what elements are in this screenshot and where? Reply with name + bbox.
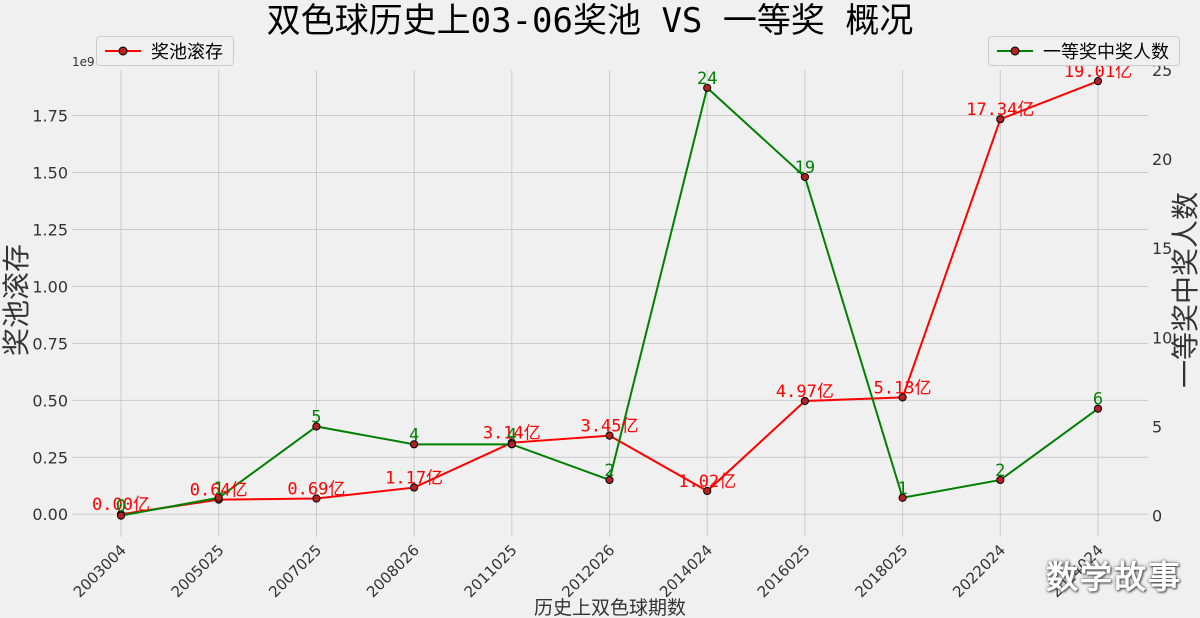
series-0-data-label: 19.01亿 [1064, 62, 1132, 82]
left-tick-label: 1.25 [32, 220, 68, 239]
x-tick-label: 2005025 [168, 541, 228, 601]
axes: 2003004 2005025 2007025 2008026 2011025 20120… [32, 61, 1172, 601]
chart-title: 双色球历史上03-06奖池 VS 一等奖 概况 [267, 1, 914, 41]
series-1-data-label: 24 [697, 69, 717, 89]
series [116, 77, 1103, 520]
x-tick-label: 2008026 [363, 541, 423, 601]
grid [72, 70, 1148, 537]
series-0-data-label: 3.14亿 [483, 424, 541, 444]
series-1-data-label: 19 [795, 158, 815, 178]
series-1-data-label: 2 [604, 461, 614, 481]
series-1-point [410, 440, 419, 449]
series-0-data-label: 0.64亿 [190, 481, 248, 501]
series-1-point [703, 83, 712, 92]
x-tick-label: 2003004 [70, 541, 130, 601]
x-axis-label: 历史上双色球期数 [534, 597, 686, 618]
left-tick-label: 0.50 [32, 391, 68, 410]
series-0-data-label: 5.13亿 [874, 378, 932, 398]
right-tick-label: 20 [1152, 150, 1172, 169]
left-axis-label: 奖池滚存 [0, 244, 33, 356]
left-tick-label: 0.00 [32, 505, 68, 524]
series-0-point [898, 393, 907, 402]
series-0-point [1093, 77, 1103, 86]
right-axis-label: 一等奖中奖人数 [1169, 192, 1200, 388]
series-0-point [800, 396, 810, 406]
legend-green-line-marker-icon [997, 46, 1033, 56]
legend-red-line-marker-icon [105, 46, 141, 56]
x-tick-label: 2016025 [754, 541, 814, 601]
series-0-data-label: 1.02亿 [678, 472, 736, 492]
left-tick-label: 1.50 [32, 164, 68, 183]
x-tick-label: 2022024 [949, 541, 1009, 601]
series-0-point [996, 115, 1005, 124]
x-tick-label: 2018025 [851, 541, 911, 601]
series-1-data-label: 0 [116, 497, 126, 517]
x-tick-label: 2012026 [558, 541, 618, 601]
series-0-point [410, 483, 419, 492]
legend-right: 一等奖中奖人数 [988, 36, 1180, 66]
series-1-point [898, 493, 907, 502]
series-1-point [312, 422, 321, 431]
legend-left: 奖池滚存 [96, 36, 234, 66]
series-0-point [703, 486, 712, 496]
left-axis-scale-note: 1e9 [72, 55, 95, 69]
series-1-data-label: 1 [214, 479, 224, 499]
x-tick-label: 2011025 [461, 541, 521, 601]
series-1-data-label: 5 [311, 407, 321, 427]
series-1-point [800, 172, 810, 182]
series-1-data-label: 1 [897, 479, 907, 499]
series-0-point [605, 431, 614, 440]
series-1-data-label: 4 [409, 425, 419, 445]
left-tick-label: 1.00 [32, 277, 68, 296]
right-tick-label: 5 [1152, 417, 1162, 436]
x-tick-label: 2014024 [656, 541, 716, 601]
x-tick-label: 2007025 [265, 541, 325, 601]
series-0-point [312, 494, 321, 503]
series-1-data-label: 6 [1093, 390, 1103, 410]
series-1-point [996, 475, 1005, 485]
series-0-data-label: 0.69亿 [287, 480, 345, 500]
series-0-data-label: 3.45亿 [581, 417, 639, 437]
series-0-data-label: 17.34亿 [966, 100, 1034, 120]
series-1-point [605, 475, 614, 485]
series-1-point [116, 511, 126, 520]
series-1-point [1093, 404, 1103, 413]
left-tick-label: 1.75 [32, 107, 68, 126]
left-tick-label: 0.75 [32, 334, 68, 353]
series-0-data-label: 4.97亿 [776, 382, 834, 402]
series-1-data-label: 2 [995, 461, 1005, 481]
series-1-point [214, 493, 223, 502]
data-labels: 0.00亿 0.64亿 0.69亿 1.17亿 3.14亿 3.45亿 1.02亿 4.97亿… [92, 62, 1132, 516]
right-tick-label: 0 [1152, 507, 1162, 526]
series-0-data-label: 1.17亿 [385, 469, 443, 489]
watermark: 数学故事 [1045, 558, 1182, 596]
right-tick-label: 10 [1152, 328, 1172, 347]
series-0-data-label: 0.00亿 [92, 495, 150, 515]
left-tick-label: 0.25 [32, 448, 68, 467]
series-1-point [507, 440, 516, 449]
series-1-data-label: 4 [507, 425, 517, 445]
right-tick-label: 15 [1152, 239, 1172, 258]
legend-right-label: 一等奖中奖人数 [1043, 42, 1169, 63]
legend-left-label: 奖池滚存 [151, 42, 223, 63]
